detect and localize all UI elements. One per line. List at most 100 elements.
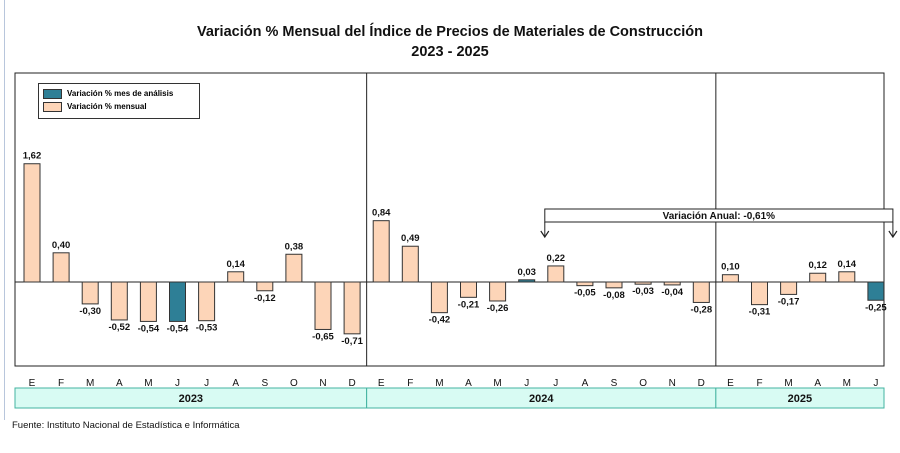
month-tick-2025-2: F — [756, 378, 762, 389]
legend-label-monthly: Variación % mensual — [67, 102, 147, 111]
month-tick-2024-12: D — [698, 378, 705, 389]
bar-2024-12 — [692, 281, 710, 303]
chart-canvas: 1,62 E 0,40 F -0,30 M -0,52 A -0,54 M -0,54 J -0,53 J… — [14, 72, 898, 409]
month-tick-2024-10: O — [639, 378, 647, 389]
month-tick-2023-5: M — [144, 378, 152, 389]
annual-bracket-arrow-left — [540, 230, 550, 239]
data-label-2023-8: 0,14 — [226, 259, 245, 270]
month-tick-2023-3: M — [86, 378, 94, 389]
month-tick-2025-5: M — [843, 378, 851, 389]
source-note: Fuente: Instituto Nacional de Estadístic… — [12, 420, 240, 431]
bar-2025-6 — [867, 281, 885, 301]
bar-2023-9 — [256, 281, 274, 292]
bar-2025-1 — [721, 274, 739, 283]
month-tick-2023-8: A — [232, 378, 239, 389]
month-tick-2023-11: N — [319, 378, 326, 389]
data-label-2023-9: -0,12 — [254, 293, 276, 304]
data-label-2024-6: 0,03 — [517, 267, 536, 278]
bar-2024-7 — [547, 265, 565, 283]
bar-2025-5 — [838, 271, 856, 283]
bar-2023-4 — [110, 281, 128, 321]
month-tick-2023-7: J — [204, 378, 209, 389]
annual-variation-label: Variación Anual: -0,61% — [663, 211, 776, 222]
data-label-2023-7: -0,53 — [196, 323, 218, 334]
data-label-2025-4: 0,12 — [808, 260, 827, 271]
bar-2024-9 — [605, 281, 623, 289]
data-label-2025-2: -0,31 — [749, 307, 771, 318]
month-tick-2024-2: F — [407, 378, 413, 389]
bar-2025-3 — [780, 281, 798, 295]
legend-item-highlight: Variación % mes de análisis — [43, 88, 173, 99]
data-label-2024-9: -0,08 — [603, 290, 625, 301]
data-label-2023-4: -0,52 — [108, 322, 130, 333]
month-tick-2025-3: M — [784, 378, 792, 389]
data-label-2024-12: -0,28 — [690, 304, 712, 315]
month-tick-2024-8: A — [582, 378, 589, 389]
month-tick-2023-6: J — [175, 378, 180, 389]
data-label-2024-3: -0,42 — [429, 315, 451, 326]
month-tick-2023-2: F — [58, 378, 64, 389]
data-label-2023-3: -0,30 — [79, 306, 101, 317]
data-label-2023-11: -0,65 — [312, 331, 334, 342]
month-tick-2024-6: J — [524, 378, 529, 389]
data-label-2024-5: -0,26 — [487, 303, 509, 314]
bar-2024-10 — [634, 281, 652, 285]
legend-item-monthly: Variación % mensual — [43, 101, 147, 112]
data-label-2025-3: -0,17 — [778, 296, 800, 307]
month-tick-2023-12: D — [348, 378, 355, 389]
chart-title: Variación % Mensual del Índice de Precio… — [196, 24, 704, 40]
legend-swatch-monthly — [43, 101, 62, 112]
data-label-2024-2: 0,49 — [401, 233, 420, 244]
month-tick-2023-10: O — [290, 378, 298, 389]
month-tick-2025-4: A — [814, 378, 821, 389]
month-tick-2024-7: J — [553, 378, 558, 389]
month-tick-2025-6: J — [873, 378, 878, 389]
bar-2023-8 — [227, 271, 245, 283]
bar-2024-8 — [576, 281, 594, 287]
bar-2023-12 — [343, 281, 361, 335]
data-label-2025-1: 0,10 — [721, 262, 740, 273]
data-label-2023-5: -0,54 — [138, 323, 160, 334]
data-label-2024-11: -0,04 — [661, 287, 683, 298]
bar-2023-11 — [314, 281, 332, 330]
month-tick-2024-9: S — [611, 378, 618, 389]
chart-title-block: Variación % Mensual del Índice de Precio… — [0, 22, 900, 62]
annual-bracket-box — [544, 208, 894, 223]
bar-2023-3 — [81, 281, 99, 305]
data-label-2023-2: 0,40 — [52, 240, 71, 251]
data-label-2024-1: 0,84 — [372, 208, 391, 219]
bar-2023-6 — [169, 281, 186, 322]
data-label-2024-4: -0,21 — [458, 299, 480, 310]
data-label-2023-12: -0,71 — [341, 336, 363, 347]
bar-2024-11 — [663, 281, 681, 286]
bar-2024-5 — [489, 281, 507, 302]
data-label-2024-7: 0,22 — [547, 253, 566, 264]
bar-2024-6 — [518, 279, 536, 283]
bar-2024-4 — [460, 281, 477, 298]
data-label-2025-5: 0,14 — [838, 259, 857, 270]
bar-2023-7 — [198, 281, 216, 322]
data-label-2024-8: -0,05 — [574, 288, 596, 299]
legend-swatch-highlight — [43, 88, 62, 99]
data-label-2023-6: -0,54 — [167, 323, 189, 334]
month-tick-2024-5: M — [493, 378, 501, 389]
year-label-2023: 2023 — [179, 393, 203, 405]
year-band-2025 — [715, 387, 885, 409]
bar-2024-3 — [430, 281, 448, 314]
bar-2025-4 — [809, 272, 827, 283]
legend: Variación % mes de análisis Variación % … — [38, 83, 200, 119]
data-label-2023-1: 1,62 — [23, 151, 42, 162]
bar-2023-2 — [52, 252, 70, 283]
data-label-2023-10: 0,38 — [285, 241, 304, 252]
data-label-2025-6: -0,25 — [865, 302, 887, 313]
bar-2025-2 — [751, 281, 768, 306]
month-tick-2023-1: E — [29, 378, 36, 389]
month-tick-2023-4: A — [116, 378, 123, 389]
data-label-2024-10: -0,03 — [632, 286, 654, 297]
bar-2024-1 — [372, 220, 390, 283]
month-tick-2024-1: E — [378, 378, 385, 389]
month-tick-2025-1: E — [727, 378, 734, 389]
month-tick-2023-9: S — [261, 378, 268, 389]
bar-2023-10 — [285, 253, 303, 283]
year-label-2024: 2024 — [529, 393, 554, 405]
